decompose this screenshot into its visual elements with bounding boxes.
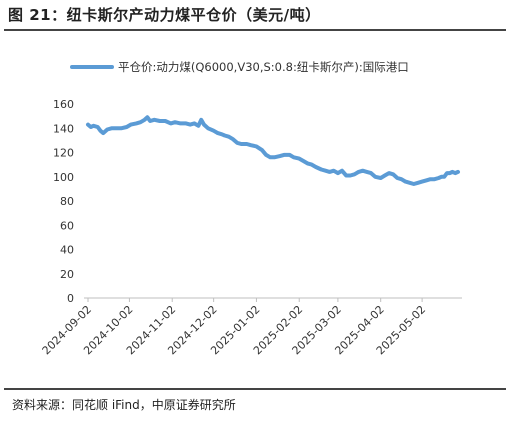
figure-title: 图 21：纽卡斯尔产动力煤平仓价（美元/吨） [8, 6, 321, 24]
legend-label: 平仓价:动力煤(Q6000,V30,S:0.8:纽卡斯尔产):国际港口 [118, 60, 409, 74]
y-tick-label: 160 [53, 98, 74, 111]
source-note: 资料来源：同花顺 iFind，中原证券研究所 [12, 398, 236, 412]
source-rule [4, 388, 506, 390]
y-tick-label: 40 [60, 244, 74, 257]
title-rule [4, 29, 506, 31]
y-tick-label: 140 [53, 122, 74, 135]
y-tick-label: 60 [60, 219, 74, 232]
y-tick-label: 20 [60, 268, 74, 281]
series-line [86, 115, 460, 186]
y-axis-ticks: 0 20 40 60 80 100 120 140 160 [53, 98, 74, 305]
y-tick-label: 80 [60, 195, 74, 208]
y-tick-label: 120 [53, 147, 74, 160]
line-chart: 平仓价:动力煤(Q6000,V30,S:0.8:纽卡斯尔产):国际港口 0 20 4… [40, 60, 462, 357]
chart-legend: 平仓价:动力煤(Q6000,V30,S:0.8:纽卡斯尔产):国际港口 [70, 60, 409, 74]
x-axis-ticks: 2024-09-022024-10-022024-11-022024-12-02… [40, 298, 428, 357]
y-tick-label: 0 [67, 292, 74, 305]
y-tick-label: 100 [53, 171, 74, 184]
